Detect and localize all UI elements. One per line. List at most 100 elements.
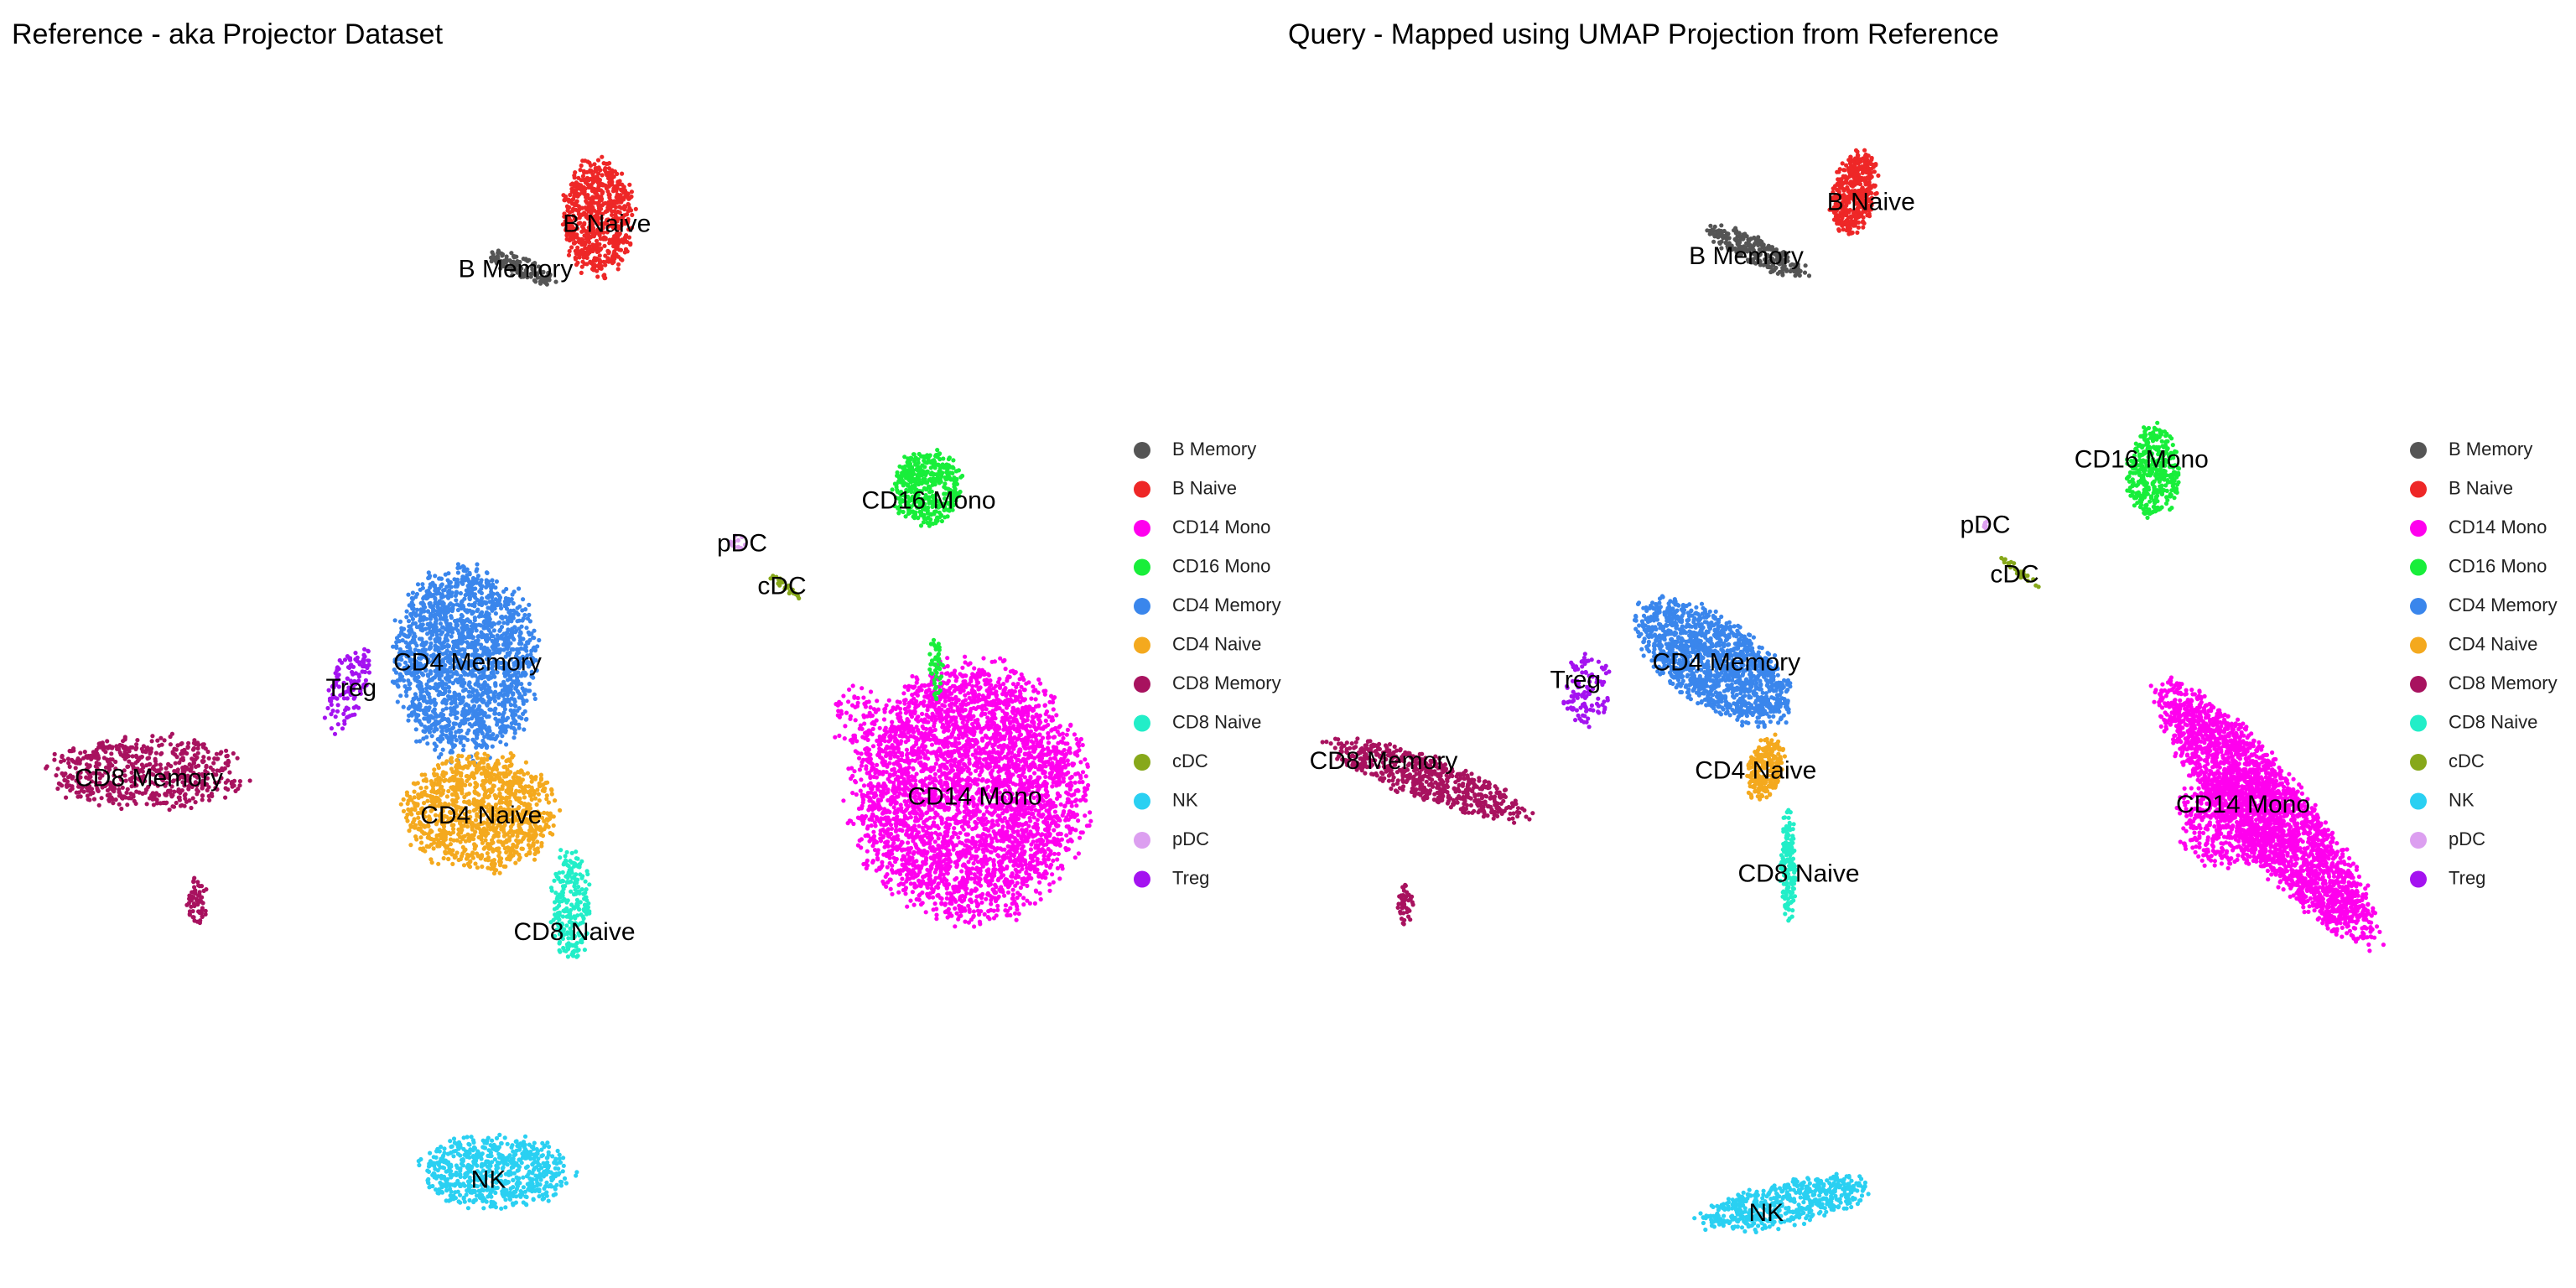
point-cd4-naive <box>494 794 499 799</box>
point-cd8-memory <box>65 775 71 780</box>
point-cd4-naive <box>511 853 516 858</box>
point-cd8-memory <box>193 800 198 805</box>
point-cd4-memory <box>496 620 502 625</box>
point-cd4-memory <box>426 570 431 575</box>
point-cd8-memory <box>209 791 214 797</box>
point-cd8-memory <box>223 780 228 785</box>
point-b-memory <box>511 259 516 264</box>
point-b-naive <box>597 178 602 183</box>
point-b-naive <box>565 205 570 210</box>
point-cd4-memory <box>461 564 466 569</box>
point-cd8-memory <box>158 801 163 806</box>
point-b-naive <box>608 174 613 179</box>
point-cd4-naive <box>481 846 486 851</box>
point-b-naive <box>629 190 635 195</box>
point-cd16-mono <box>897 474 902 479</box>
point-cd4-naive <box>548 816 553 822</box>
point-treg <box>366 648 371 653</box>
point-cd4-naive <box>448 756 454 762</box>
point-cd4-naive <box>523 760 529 765</box>
point-cd4-naive <box>506 795 512 800</box>
point-b-naive <box>617 179 622 184</box>
point-cd8-memory <box>71 759 76 764</box>
point-treg <box>353 651 358 656</box>
point-b-naive <box>601 201 606 206</box>
point-b-memory <box>498 266 503 271</box>
point-cd4-memory <box>446 719 451 724</box>
point-cd4-memory <box>512 608 517 613</box>
point-cd4-memory <box>443 639 448 644</box>
point-cd4-memory <box>509 632 515 637</box>
point-cd4-naive <box>492 772 497 777</box>
point-cd8-memory <box>145 745 150 750</box>
point-cd8-memory <box>224 748 229 753</box>
cluster-b-naive <box>560 154 638 281</box>
point-b-memory <box>515 259 520 264</box>
point-cd4-naive <box>436 861 441 866</box>
point-cd4-memory <box>449 701 454 706</box>
point-cd16-mono <box>894 481 899 486</box>
point-cd4-memory <box>440 630 445 635</box>
point-cd4-naive <box>461 863 467 868</box>
point-cd16-mono <box>953 469 959 474</box>
point-b-naive <box>592 162 597 167</box>
point-b-naive <box>627 207 632 213</box>
point-cd8-memory <box>120 796 125 801</box>
point-cd4-naive <box>505 845 511 850</box>
point-cd4-naive <box>408 823 413 828</box>
point-b-naive <box>590 172 595 177</box>
point-cd8-memory <box>174 755 179 760</box>
point-cd4-memory <box>472 604 477 609</box>
point-cd4-memory <box>477 708 483 713</box>
point-cd4-memory <box>520 618 525 623</box>
point-treg <box>355 655 360 660</box>
point-b-naive <box>579 163 584 169</box>
point-cd4-memory <box>486 581 491 586</box>
point-b-naive <box>628 242 633 247</box>
point-b-naive <box>605 230 610 235</box>
point-cd4-memory <box>486 595 491 600</box>
point-b-naive <box>606 192 611 197</box>
point-cd4-naive <box>435 763 441 768</box>
point-cd4-naive <box>504 774 509 779</box>
point-b-naive <box>580 174 586 179</box>
point-cd4-memory <box>501 704 506 709</box>
point-b-naive <box>629 226 635 231</box>
point-cd4-memory <box>431 623 436 628</box>
point-cd4-memory <box>527 688 532 693</box>
point-cd4-memory <box>397 678 402 683</box>
point-cd4-naive <box>500 755 506 760</box>
point-cd4-naive <box>512 829 517 834</box>
point-cd4-memory <box>449 615 454 621</box>
point-cd16-mono <box>921 520 926 525</box>
point-cd8-memory <box>237 783 242 788</box>
point-cd4-memory <box>509 683 514 689</box>
point-cd4-memory <box>525 616 531 621</box>
point-cd4-naive <box>494 761 499 766</box>
point-cd4-memory <box>446 685 452 690</box>
point-cd8-memory <box>105 739 110 744</box>
point-cd4-memory <box>435 609 440 614</box>
point-cd8-memory <box>145 756 150 761</box>
point-cd4-naive <box>434 833 439 839</box>
point-cd4-naive <box>449 766 454 771</box>
point-cd4-memory <box>461 695 466 700</box>
point-cd4-memory <box>460 621 466 626</box>
point-b-naive <box>627 182 632 187</box>
point-cd4-memory <box>481 713 486 718</box>
reference-points <box>44 154 1093 1211</box>
point-b-memory <box>513 263 519 268</box>
point-cd4-memory <box>471 581 476 586</box>
point-cd4-memory <box>436 755 442 760</box>
point-cd4-naive <box>428 830 433 835</box>
point-cd4-memory <box>484 633 490 638</box>
point-cd4-naive <box>456 765 461 770</box>
point-cd4-memory <box>392 618 397 623</box>
point-cd16-mono <box>945 471 950 476</box>
point-cd8-memory <box>201 755 206 760</box>
point-b-naive <box>604 161 609 166</box>
point-cd8-memory <box>197 920 202 926</box>
point-cd8-memory <box>159 742 164 747</box>
point-cd4-memory <box>444 677 449 682</box>
point-cd8-memory <box>64 795 69 800</box>
